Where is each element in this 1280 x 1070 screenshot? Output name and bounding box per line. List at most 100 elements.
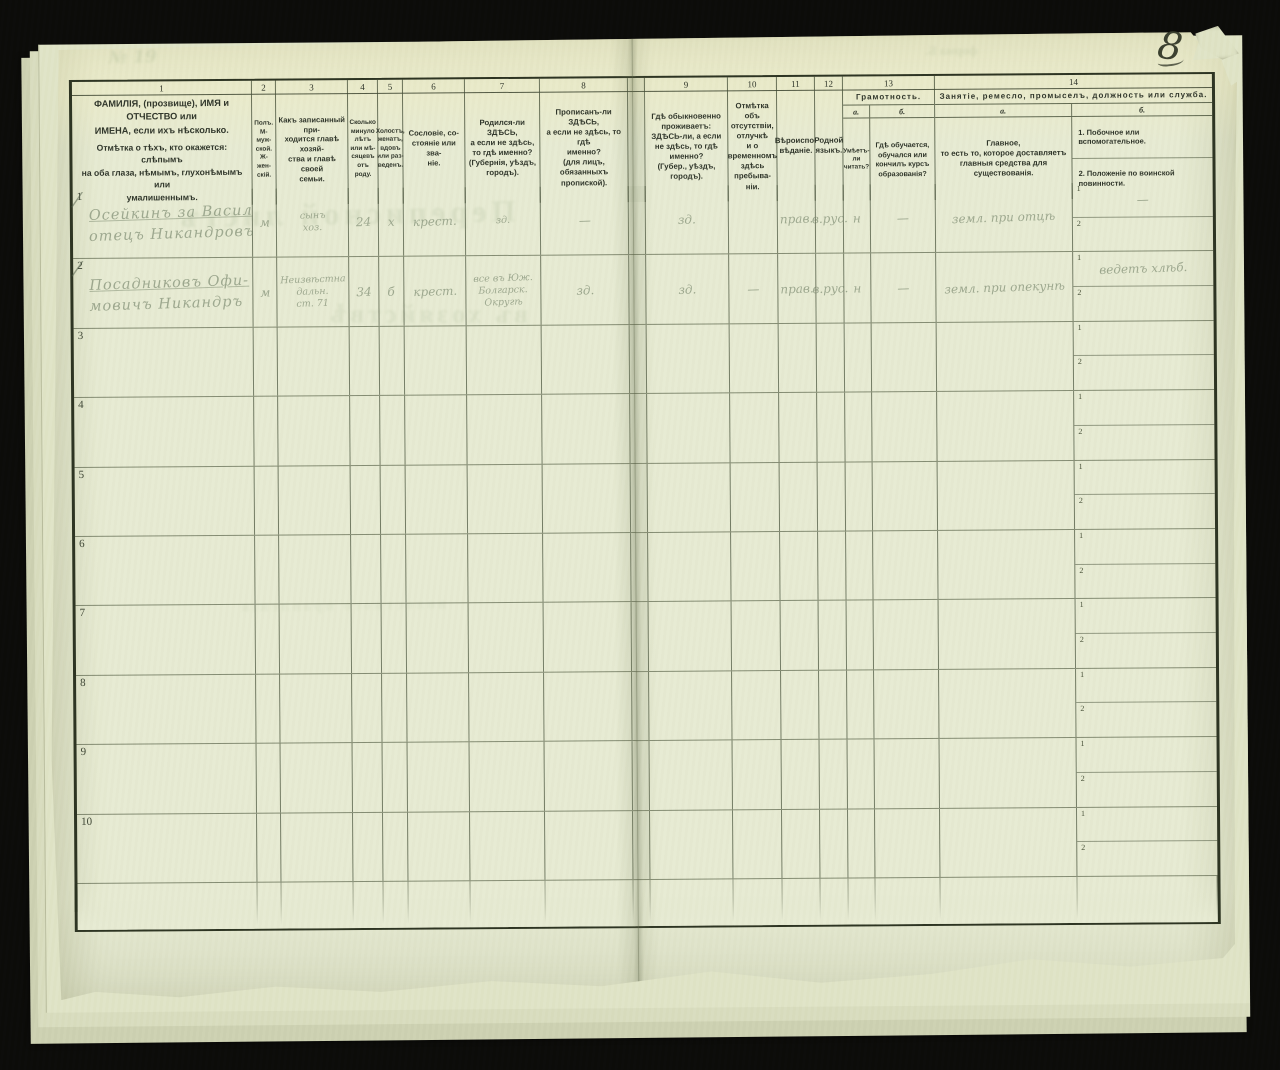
table-body: 1/Осейкинъ за Васил отецъ Никандровъ м сынъ… [73, 182, 1218, 930]
cell-c14a [937, 322, 1074, 391]
handwritten-entry: хоз. [302, 222, 323, 234]
occupation-b-desc-1: 1. Побочное или вспомогательное. [1072, 116, 1212, 159]
handwritten-name-line: мовичъ Никандръ [89, 293, 244, 315]
col-number: 2 [252, 81, 276, 95]
cell-c14a [937, 391, 1074, 460]
row-number: 8 [80, 676, 86, 689]
cell-c2 [257, 813, 281, 882]
cell-c6 [406, 534, 468, 603]
handwritten-entry: в.рус. [811, 280, 849, 296]
cell-c6 [408, 812, 470, 881]
handwritten-entry: зд. [575, 282, 595, 298]
cell-c13b [872, 323, 937, 392]
sub-cell: 2 [1077, 841, 1217, 876]
handwritten-entry: дальн. [296, 285, 330, 298]
sub-cell: 2 [1076, 633, 1216, 668]
sub-cell: 1 [1077, 737, 1217, 773]
cell-c12 [817, 393, 845, 462]
showthrough-ghost-text: № 19 [108, 46, 158, 69]
cell-c11: прав. [778, 254, 816, 323]
occupation-b-label: б. [1139, 104, 1146, 115]
col-number: 6 [403, 79, 465, 93]
table-stub-row [77, 876, 1217, 930]
cell-c7 [470, 811, 545, 880]
cell-c5 [382, 604, 407, 673]
fold-gap [629, 186, 646, 255]
sub-cell: 2 [1076, 702, 1216, 737]
sub-cell-number: 1 [1080, 739, 1085, 749]
cell-c3 [278, 327, 350, 396]
col-number: 5 [378, 80, 403, 94]
cell-c12 [819, 601, 847, 670]
handwritten-entry: зд. [677, 212, 697, 228]
handwritten-entry: земл. при опекунѣ [943, 278, 1065, 297]
cell-c3 [279, 466, 351, 535]
handwritten-entry: — [747, 281, 760, 297]
cell-c7 [469, 672, 544, 741]
table-row: 10 1 2 [77, 807, 1217, 884]
sub-cell: 2 [1074, 425, 1214, 460]
cell-c8 [544, 672, 632, 741]
row-number: 3 [77, 329, 84, 342]
sub-cell: 1 [1074, 390, 1214, 426]
census-table: 1 2 3 4 5 6 7 8 9 10 11 12 13 14 ФАМИЛІЯ… [69, 72, 1221, 932]
cell-c5 [380, 396, 405, 465]
cell-c5 [381, 465, 406, 534]
handwritten-entry: прав. [779, 211, 814, 227]
fold-gap [628, 78, 645, 92]
handwritten-entry: м [259, 215, 270, 230]
handwritten-entry: ведетъ хлѣб. [1098, 260, 1188, 278]
cell-c13a [847, 601, 874, 670]
fold-gap [631, 533, 648, 602]
row-number: 10 [81, 815, 93, 828]
fold-gap [633, 741, 650, 810]
cell-c13b: — [871, 184, 936, 253]
cell-c13b [875, 808, 940, 877]
cell-c5 [380, 326, 405, 395]
cell-name: 9 [77, 744, 257, 814]
col-number: 4 [348, 80, 378, 94]
cell-c3 [281, 743, 353, 812]
cell-c14a [940, 807, 1077, 876]
stub-fade [77, 876, 1217, 930]
cell-c8 [545, 741, 633, 810]
cell-c11 [782, 740, 820, 809]
cell-c8: зд. [541, 255, 629, 324]
cell-c6 [407, 673, 469, 742]
cell-name: 1/Осейкинъ за Васил отецъ Никандровъ [73, 189, 253, 259]
cell-c6: крест. [404, 187, 466, 256]
cell-c11: прав. [778, 185, 816, 254]
col-number: 10 [728, 77, 777, 91]
cell-c7 [467, 325, 542, 394]
cell-c13b [874, 600, 939, 669]
cell-c11 [781, 601, 819, 670]
fold-gap [630, 325, 647, 394]
cell-c13a [845, 393, 872, 462]
handwritten-entry: н [853, 280, 862, 296]
cell-c13a [846, 462, 873, 531]
sub-cell-number: 1 [1078, 392, 1083, 402]
sub-cell-number: 2 [1077, 357, 1082, 367]
fold-gap [630, 394, 647, 463]
cell-c13a [848, 809, 875, 878]
sub-cell: 2 [1077, 772, 1217, 807]
cell-c9 [649, 602, 732, 671]
table-header-row: ФАМИЛІЯ, (прозвище), ИМЯ и ОТЧЕСТВО или … [72, 88, 1213, 190]
cell-c12 [817, 323, 845, 392]
cell-c12 [820, 809, 848, 878]
cell-c13a [848, 740, 875, 809]
tally-mark: / [72, 255, 83, 281]
col-number: 12 [815, 77, 843, 91]
handwritten-entry: зд. [495, 214, 511, 227]
cell-c2 [254, 327, 278, 396]
cell-c2: м [253, 258, 277, 327]
sub-cell-number: 2 [1079, 634, 1084, 645]
cell-c2 [257, 744, 281, 813]
sub-cell: 1 [1077, 807, 1217, 843]
